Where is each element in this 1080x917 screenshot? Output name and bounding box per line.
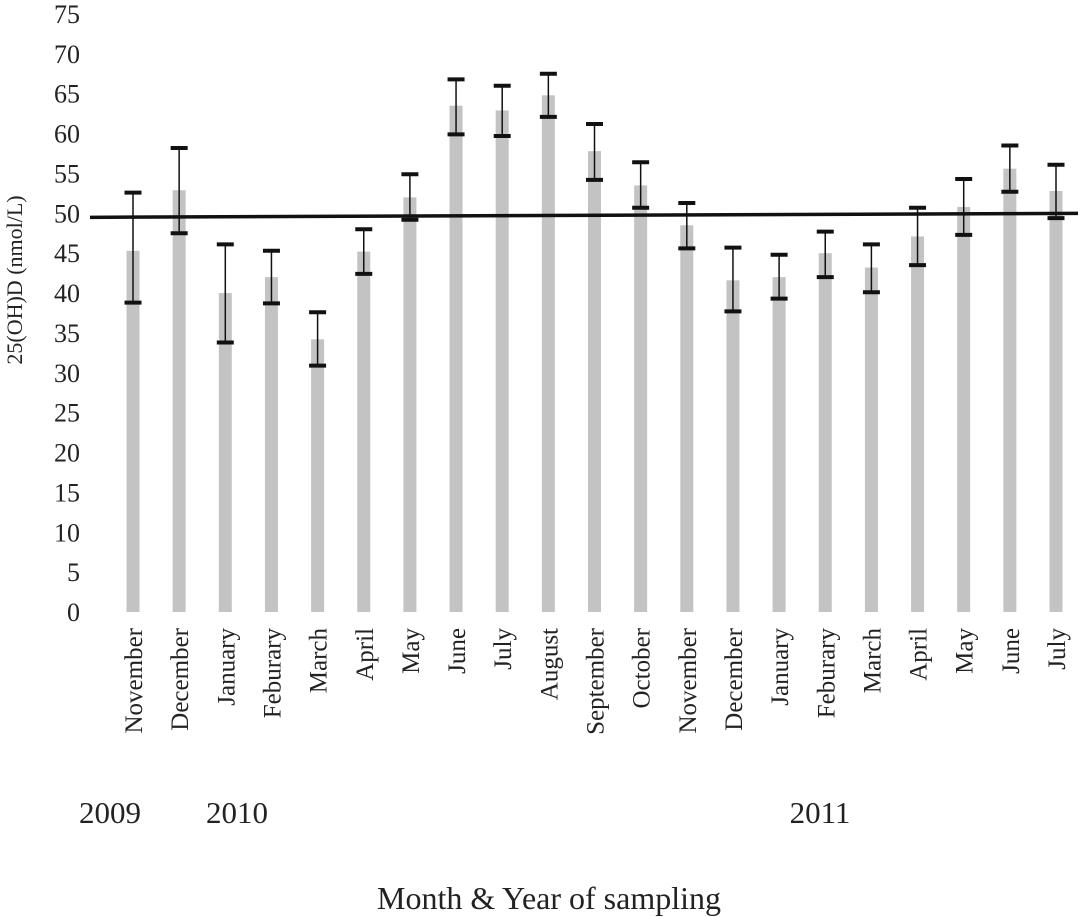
bar: [864, 267, 878, 612]
bar: [911, 236, 925, 612]
x-tick-label: May: [952, 628, 979, 674]
x-tick-label: April: [906, 628, 933, 681]
x-tick-label: June: [998, 628, 1025, 674]
y-tick-label: 50: [54, 199, 80, 228]
year-label: 2011: [790, 795, 851, 830]
x-tick-label: July: [1044, 628, 1071, 670]
bar: [311, 339, 325, 612]
y-tick-label: 20: [54, 439, 80, 468]
year-label: 2010: [206, 795, 268, 830]
x-tick-label: December: [721, 627, 748, 730]
error-bars: [124, 71, 1065, 368]
x-tick-label: January: [213, 628, 240, 706]
error-bar: [124, 190, 142, 305]
x-tick-label: November: [675, 627, 702, 733]
error-bar: [447, 77, 465, 137]
bar: [126, 250, 140, 613]
y-tick-label: 45: [54, 239, 80, 268]
reference-line: [89, 211, 1079, 220]
y-axis-label: 25(OH)D (nmol/L): [2, 195, 27, 364]
bar: [634, 185, 648, 612]
y-tick-label: 10: [54, 518, 80, 547]
x-tick-label: October: [629, 627, 656, 708]
bar: [218, 293, 232, 612]
bar: [588, 151, 601, 612]
error-bar: [401, 172, 419, 222]
y-tick-label: 30: [54, 359, 80, 388]
x-tick-label: December: [167, 627, 194, 730]
y-axis: 0 5 10 15 20 25 30 35 40 45 50 55 60 65 70 75: [54, 0, 80, 627]
y-tick-label: 0: [67, 598, 80, 627]
bar: [449, 105, 463, 613]
x-tick-label: July: [490, 628, 517, 670]
error-bar: [816, 229, 834, 280]
x-tick-label: August: [536, 628, 563, 700]
x-tick-label: March: [859, 628, 886, 694]
bar: [541, 95, 555, 612]
bar: [680, 225, 694, 612]
error-bar: [262, 248, 280, 306]
y-tick-label: 70: [54, 40, 80, 69]
y-tick-label: 55: [54, 159, 80, 188]
year-labels: 2009 2010 2011: [79, 795, 850, 830]
y-tick-label: 60: [54, 120, 80, 149]
y-tick-label: 25: [54, 399, 80, 428]
bar: [403, 197, 417, 613]
bar: [264, 277, 278, 612]
x-tick-label: May: [398, 628, 425, 674]
bar: [172, 190, 186, 612]
x-tick-label: September: [583, 627, 610, 735]
bar: [357, 251, 371, 612]
x-tick-label: April: [352, 628, 379, 681]
year-label: 2009: [79, 795, 141, 830]
y-tick-label: 75: [54, 0, 80, 29]
error-bar: [724, 245, 742, 314]
reference-line-group: [89, 211, 1079, 220]
error-bar: [1001, 143, 1019, 194]
x-axis: November December January Feburary March Apri…: [121, 627, 1071, 735]
error-bar: [355, 227, 373, 276]
x-axis-label: Month & Year of sampling: [377, 880, 721, 916]
error-bar: [632, 160, 650, 210]
error-bar: [862, 242, 880, 295]
bar: [957, 206, 971, 613]
error-bar: [309, 310, 327, 368]
error-bar: [539, 71, 557, 119]
bar: [1049, 191, 1063, 612]
bar: [726, 280, 740, 612]
error-bar: [493, 83, 511, 138]
error-bar: [955, 177, 973, 237]
error-bar: [586, 122, 603, 182]
error-bar: [770, 252, 788, 301]
x-tick-label: March: [306, 628, 333, 694]
error-bar: [1047, 162, 1065, 221]
x-tick-label: January: [767, 628, 794, 706]
error-bar: [678, 200, 696, 251]
error-bar: [170, 145, 188, 236]
y-tick-label: 35: [54, 319, 80, 348]
bar: [1003, 168, 1017, 612]
bar: [818, 253, 832, 612]
y-tick-label: 15: [54, 478, 80, 507]
x-tick-label: Feburary: [259, 628, 286, 719]
x-tick-label: November: [121, 627, 148, 733]
error-bar: [909, 205, 927, 268]
y-tick-label: 40: [54, 279, 80, 308]
x-tick-label: June: [444, 628, 471, 674]
y-tick-label: 5: [67, 558, 80, 587]
bar: [772, 277, 786, 612]
bars: [126, 95, 1063, 613]
bar: [495, 110, 509, 613]
y-tick-label: 65: [54, 80, 80, 109]
error-bar: [216, 242, 234, 345]
x-tick-label: Feburary: [813, 628, 840, 719]
